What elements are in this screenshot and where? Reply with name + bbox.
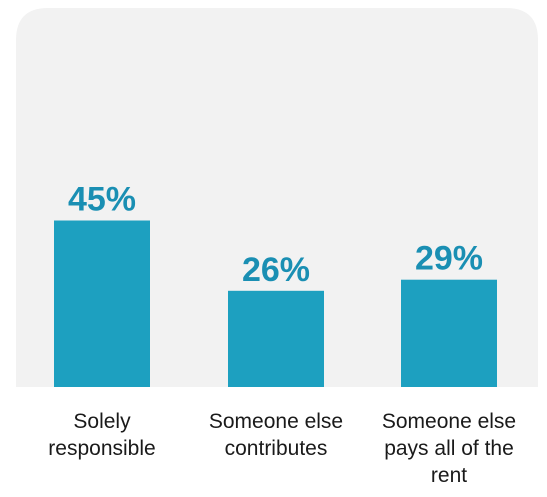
category-label-solely-responsible: Solely responsible xyxy=(48,410,156,460)
bars-group xyxy=(54,220,497,387)
value-labels-group: 45% 26% 29% xyxy=(68,181,483,289)
value-label-solely-responsible: 45% xyxy=(68,181,136,219)
value-label-someone-else-pays-all: 29% xyxy=(415,240,483,278)
bar-someone-else-pays-all xyxy=(401,279,497,387)
bar-solely-responsible xyxy=(54,220,150,387)
category-label-someone-else-contributes: Someone else contributes xyxy=(208,410,344,460)
bar-someone-else-contributes xyxy=(228,290,324,387)
value-label-someone-else-contributes: 26% xyxy=(242,251,310,289)
category-label-someone-else-pays-all: Someone else pays all of the rent xyxy=(381,410,517,487)
